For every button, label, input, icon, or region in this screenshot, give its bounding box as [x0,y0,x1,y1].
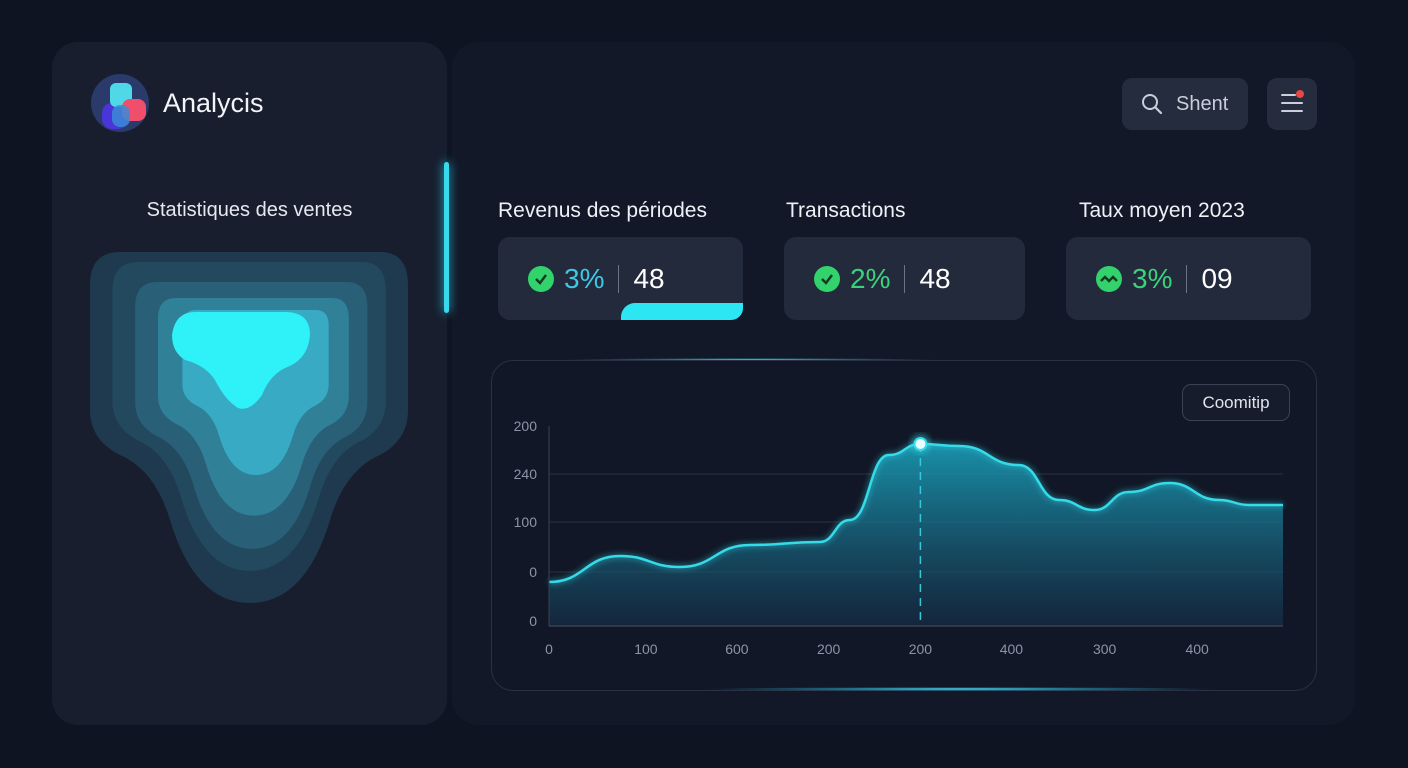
x-tick-label: 100 [634,641,658,657]
divider [904,264,906,293]
kpi-progress-bar [620,303,743,320]
search-icon [1142,94,1163,115]
x-tick-label: 600 [725,641,749,657]
kpi-value: 09 [1201,262,1233,294]
trend-icon [1096,265,1122,292]
kpi-percent: 3% [1132,262,1173,294]
kpi-card-transactions[interactable]: 2% 48 [784,237,1025,320]
kpi-card-revenue[interactable]: 3% 48 [498,237,743,320]
kpi-label-rate: Taux moyen 2023 [1079,199,1245,222]
x-tick-label: 300 [1093,641,1117,657]
app-logo [91,74,149,132]
divider [618,264,620,293]
y-tick-label: 240 [514,466,538,482]
y-tick-label: 100 [514,514,538,530]
sidebar-title: Statistiques des ventes [146,199,353,221]
divider [1186,264,1188,293]
x-tick-label: 400 [1185,641,1209,657]
y-tick-label: 200 [514,418,538,434]
menu-button[interactable] [1267,78,1317,130]
kpi-percent: 2% [850,262,891,294]
kpi-card-rate[interactable]: 3% 09 [1066,237,1311,320]
highlight-point [913,437,928,451]
glow-divider [700,687,1220,691]
sidebar-scrollbar[interactable] [444,162,449,313]
notification-dot [1296,90,1304,98]
x-tick-label: 0 [545,641,553,657]
check-icon [814,265,840,292]
y-tick-label: 0 [529,613,537,629]
tooltip-button[interactable]: Coomitip [1182,384,1290,421]
series-line [548,442,1283,584]
kpi-percent: 3% [564,262,605,294]
search-label: Shent [1176,92,1229,115]
kpi-value: 48 [919,262,951,294]
y-tick-label: 0 [529,564,537,580]
check-icon [528,265,554,292]
kpi-value: 48 [633,262,665,294]
app-title: Analycis [163,88,264,118]
area-fill [549,444,1283,626]
search-button[interactable]: Shent [1122,78,1248,130]
kpi-label-revenue: Revenus des périodes [498,199,707,222]
x-tick-label: 400 [1000,641,1024,657]
x-tick-label: 200 [817,641,841,657]
x-tick-label: 200 [909,641,933,657]
kpi-label-transactions: Transactions [786,199,906,222]
